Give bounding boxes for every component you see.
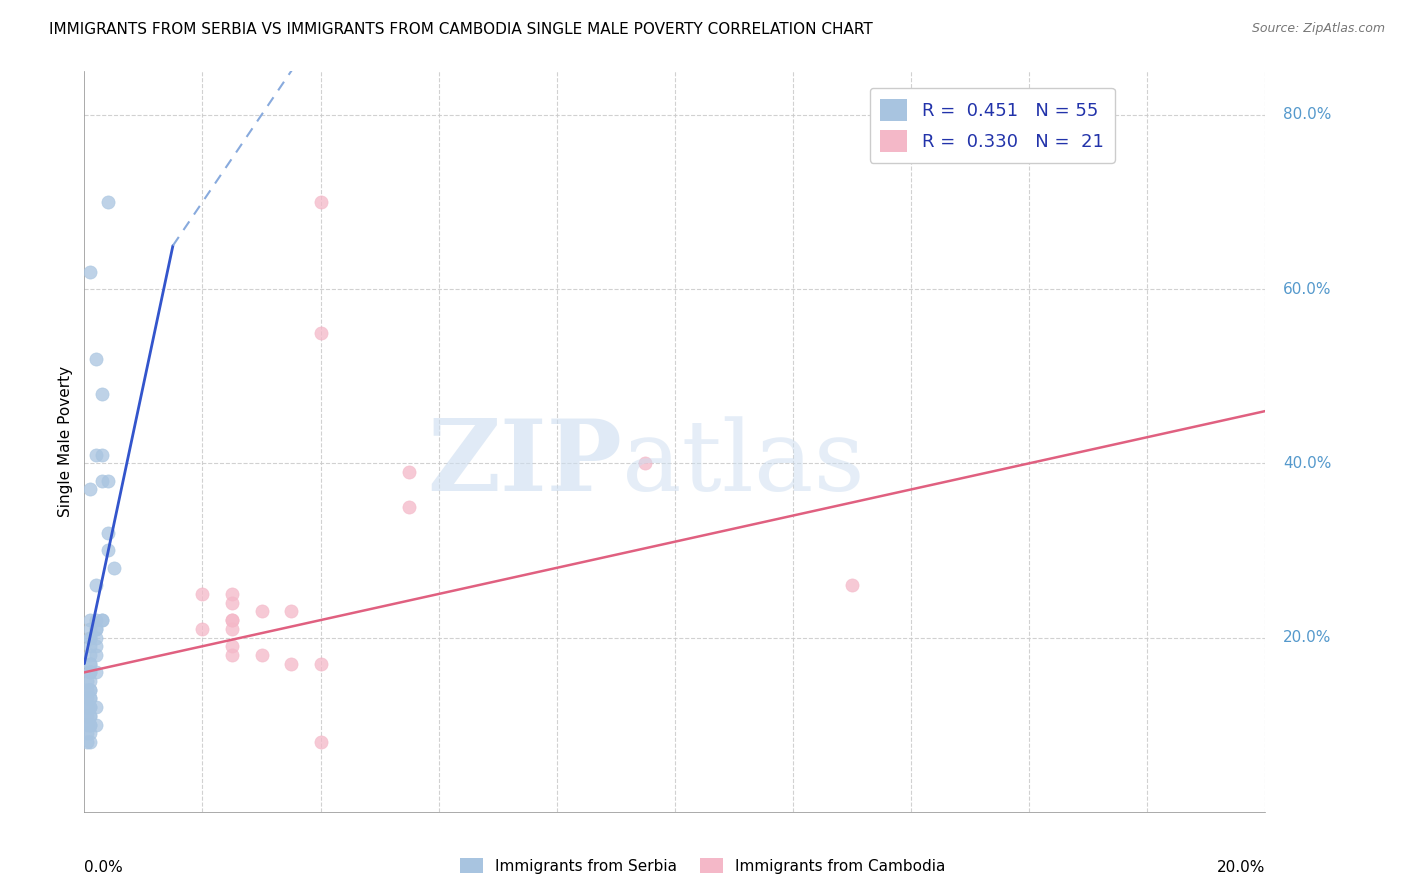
Legend: Immigrants from Serbia, Immigrants from Cambodia: Immigrants from Serbia, Immigrants from …: [454, 852, 952, 880]
Point: [79, 613, 101, 627]
Point: [79, 682, 101, 697]
Text: ZIP: ZIP: [427, 416, 621, 512]
Point: [79, 631, 101, 645]
Legend: R =  0.451   N = 55, R =  0.330   N =  21: R = 0.451 N = 55, R = 0.330 N = 21: [869, 87, 1115, 162]
Point: [76, 726, 98, 740]
Point: [76, 674, 98, 689]
Point: [84, 648, 107, 662]
Point: [76, 735, 98, 749]
Point: [79, 717, 101, 731]
Point: [76, 709, 98, 723]
Point: [76, 717, 98, 731]
Point: [79, 657, 101, 671]
Point: [84, 578, 107, 592]
Point: [309, 326, 332, 340]
Text: 80.0%: 80.0%: [1284, 107, 1331, 122]
Text: IMMIGRANTS FROM SERBIA VS IMMIGRANTS FROM CAMBODIA SINGLE MALE POVERTY CORRELATI: IMMIGRANTS FROM SERBIA VS IMMIGRANTS FRO…: [49, 22, 873, 37]
Point: [84, 351, 107, 366]
Point: [84, 613, 107, 627]
Point: [79, 622, 101, 636]
Point: [103, 561, 125, 575]
Text: 0.0%: 0.0%: [84, 860, 124, 875]
Point: [79, 682, 101, 697]
Point: [79, 639, 101, 653]
Point: [221, 613, 243, 627]
Point: [634, 456, 657, 470]
Point: [79, 709, 101, 723]
Text: atlas: atlas: [621, 416, 865, 512]
Point: [79, 691, 101, 706]
Point: [79, 631, 101, 645]
Point: [250, 604, 273, 618]
Point: [191, 622, 214, 636]
Point: [398, 465, 420, 479]
Point: [84, 622, 107, 636]
Point: [97, 194, 120, 209]
Point: [84, 622, 107, 636]
Point: [221, 648, 243, 662]
Point: [84, 717, 107, 731]
Point: [221, 587, 243, 601]
Point: [221, 639, 243, 653]
Point: [84, 448, 107, 462]
Point: [79, 691, 101, 706]
Point: [79, 735, 101, 749]
Text: 40.0%: 40.0%: [1284, 456, 1331, 471]
Point: [84, 639, 107, 653]
Y-axis label: Single Male Poverty: Single Male Poverty: [58, 366, 73, 517]
Point: [79, 717, 101, 731]
Point: [97, 543, 120, 558]
Point: [97, 526, 120, 541]
Point: [84, 631, 107, 645]
Point: [221, 622, 243, 636]
Point: [309, 657, 332, 671]
Point: [398, 500, 420, 514]
Point: [79, 483, 101, 497]
Point: [97, 474, 120, 488]
Point: [91, 448, 114, 462]
Point: [79, 265, 101, 279]
Point: [84, 665, 107, 680]
Point: [280, 657, 302, 671]
Point: [76, 700, 98, 714]
Point: [76, 682, 98, 697]
Point: [309, 194, 332, 209]
Text: 60.0%: 60.0%: [1284, 282, 1331, 297]
Point: [91, 613, 114, 627]
Point: [309, 735, 332, 749]
Point: [84, 700, 107, 714]
Point: [76, 691, 98, 706]
Point: [221, 596, 243, 610]
Point: [250, 648, 273, 662]
Point: [221, 613, 243, 627]
Point: [79, 657, 101, 671]
Point: [79, 665, 101, 680]
Text: 20.0%: 20.0%: [1284, 630, 1331, 645]
Point: [191, 587, 214, 601]
Text: Source: ZipAtlas.com: Source: ZipAtlas.com: [1251, 22, 1385, 36]
Point: [280, 604, 302, 618]
Point: [91, 613, 114, 627]
Point: [91, 386, 114, 401]
Text: 20.0%: 20.0%: [1218, 860, 1265, 875]
Point: [79, 709, 101, 723]
Point: [91, 474, 114, 488]
Point: [79, 726, 101, 740]
Point: [79, 674, 101, 689]
Point: [79, 700, 101, 714]
Point: [79, 648, 101, 662]
Point: [79, 665, 101, 680]
Point: [79, 700, 101, 714]
Point: [841, 578, 863, 592]
